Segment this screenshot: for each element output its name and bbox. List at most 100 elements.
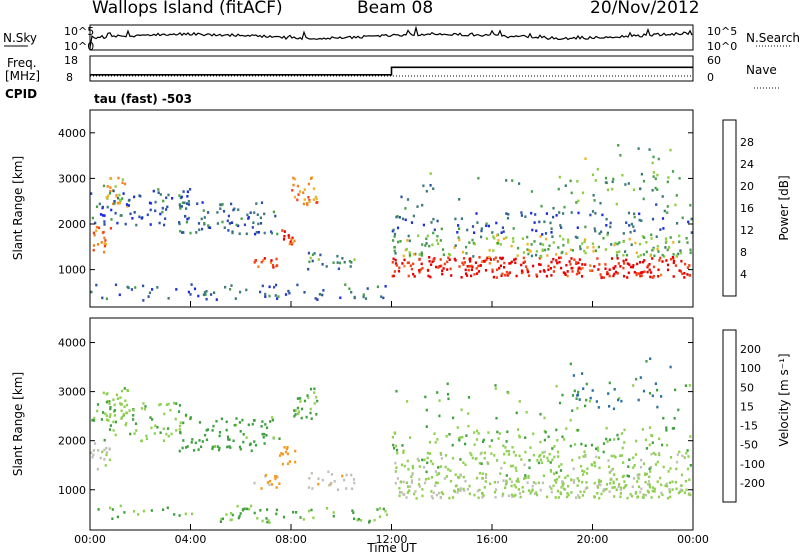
heatmap-cell	[404, 218, 407, 222]
heatmap-cell	[409, 264, 412, 267]
heatmap-cell	[530, 490, 533, 493]
heatmap-cell	[542, 269, 545, 272]
heatmap-cell	[241, 508, 245, 512]
heatmap-cell	[672, 427, 675, 430]
heatmap-cell	[108, 400, 111, 403]
heatmap-cell	[578, 496, 581, 499]
heatmap-cell	[562, 487, 566, 491]
heatmap-cell	[664, 237, 668, 240]
heatmap-cell	[237, 516, 240, 520]
heatmap-cell	[417, 483, 421, 486]
heatmap-cell	[393, 249, 396, 253]
heatmap-cell	[466, 488, 469, 491]
heatmap-cell	[442, 267, 445, 270]
heatmap-cell	[582, 387, 585, 390]
heatmap-cell	[519, 492, 522, 495]
heatmap-cell	[98, 202, 101, 206]
heatmap-cell	[524, 476, 527, 480]
heatmap-cell	[632, 466, 635, 469]
heatmap-cell	[283, 235, 286, 238]
heatmap-cell	[689, 248, 692, 252]
heatmap-cell	[536, 459, 539, 462]
heatmap-cell	[622, 266, 625, 270]
heatmap-cell	[280, 452, 283, 455]
heatmap-cell	[652, 265, 656, 269]
heatmap-cell	[495, 276, 498, 279]
heatmap-cell	[92, 449, 95, 452]
heatmap-cell	[477, 496, 480, 500]
heatmap-cell	[538, 263, 541, 266]
noise-panel: N.Sky 10^5 10^0 10^5 10^0 N.Search	[3, 24, 800, 53]
heatmap-cell	[547, 435, 550, 439]
heatmap-cell	[644, 473, 647, 476]
heatmap-cell	[254, 443, 258, 447]
heatmap-cell	[428, 440, 432, 444]
heatmap-cell	[577, 390, 580, 394]
heatmap-cell	[393, 270, 396, 273]
heatmap-cell	[395, 389, 398, 393]
heatmap-cell	[196, 202, 199, 205]
heatmap-cell	[527, 489, 531, 492]
heatmap-cell	[131, 217, 134, 220]
heatmap-cell	[496, 480, 499, 484]
heatmap-cell	[403, 258, 406, 262]
heatmap-cell	[539, 458, 542, 462]
heatmap-cell	[417, 459, 420, 462]
heatmap-cell	[133, 510, 136, 513]
velocity-colorbar-tick: 15	[740, 400, 754, 413]
heatmap-cell	[597, 245, 600, 249]
heatmap-cell	[249, 211, 252, 214]
heatmap-cell	[478, 488, 481, 492]
heatmap-cell	[428, 256, 431, 259]
heatmap-cell	[487, 255, 491, 259]
heatmap-cell	[671, 256, 674, 259]
frequency-trace	[90, 66, 693, 76]
heatmap-cell	[611, 467, 614, 471]
heatmap-cell	[453, 257, 456, 261]
heatmap-cell	[654, 463, 657, 466]
heatmap-cell	[510, 260, 513, 264]
heatmap-cell	[459, 487, 462, 490]
heatmap-cell	[314, 297, 317, 300]
heatmap-cell	[510, 484, 513, 488]
heatmap-cell	[576, 226, 579, 229]
heatmap-cell	[581, 191, 585, 195]
heatmap-cell	[251, 422, 254, 426]
heatmap-cell	[169, 408, 172, 412]
noise-trace-line	[89, 25, 693, 49]
freq-ytick-bottom: 8	[66, 71, 73, 84]
heatmap-cell	[457, 488, 460, 492]
heatmap-cell	[394, 461, 397, 465]
heatmap-cell	[126, 411, 129, 415]
heatmap-cell	[345, 473, 348, 477]
heatmap-cell	[552, 472, 556, 476]
heatmap-cell	[663, 209, 666, 213]
heatmap-cell	[539, 242, 542, 246]
heatmap-cell	[504, 486, 507, 490]
heatmap-cell	[462, 257, 466, 260]
nave-label: Nave	[746, 63, 777, 77]
velocity-colorbar-tick: -100	[740, 458, 765, 471]
heatmap-cell	[440, 264, 443, 268]
heatmap-cell	[580, 442, 583, 446]
heatmap-cell	[548, 485, 552, 488]
velocity-colorbar-tick: -50	[740, 439, 758, 452]
heatmap-cell	[512, 237, 515, 240]
heatmap-cell	[446, 392, 450, 396]
heatmap-cell	[162, 508, 165, 511]
heatmap-cell	[566, 474, 569, 478]
heatmap-cell	[95, 205, 99, 208]
heatmap-cell	[126, 205, 129, 208]
heatmap-cell	[101, 205, 104, 209]
heatmap-cell	[132, 414, 135, 417]
heatmap-cell	[303, 188, 306, 191]
heatmap-cell	[467, 412, 470, 415]
heatmap-cell	[637, 474, 640, 477]
heatmap-cell	[189, 188, 192, 191]
heatmap-cell	[116, 397, 120, 400]
heatmap-cell	[609, 482, 612, 485]
heatmap-cell	[578, 456, 581, 459]
heatmap-cell	[175, 288, 178, 291]
heatmap-cell	[448, 496, 451, 500]
